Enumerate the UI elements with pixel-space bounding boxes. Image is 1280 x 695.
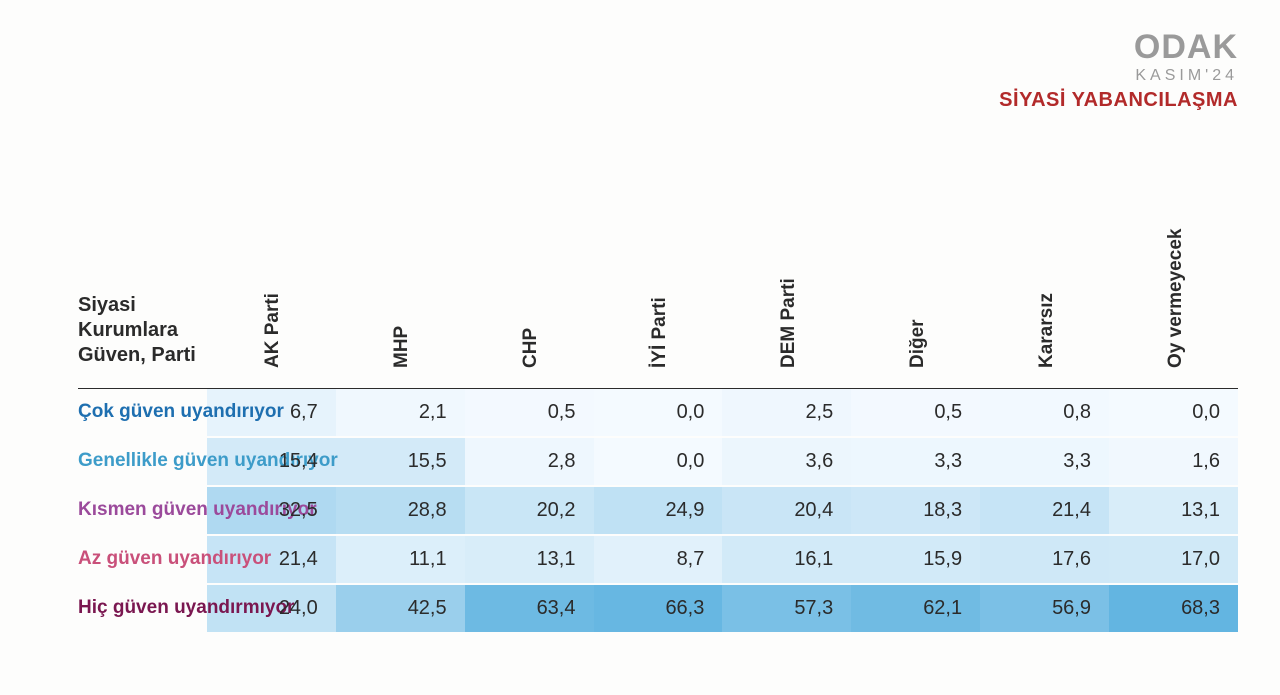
- table-cell: 20,4: [722, 486, 851, 535]
- table-cell: 20,2: [465, 486, 594, 535]
- table-cell: 2,5: [722, 388, 851, 437]
- table-cell: 0,8: [980, 388, 1109, 437]
- table-cell: 3,6: [722, 437, 851, 486]
- table-row: Kısmen güven uyandırıyor32,528,820,224,9…: [78, 486, 1238, 535]
- brand-subtitle: SİYASİ YABANCILAŞMA: [999, 90, 1238, 111]
- col-header: DEM Parti: [722, 258, 851, 388]
- table-cell: 2,8: [465, 437, 594, 486]
- table-cell: 3,3: [980, 437, 1109, 486]
- table-cell: 57,3: [722, 584, 851, 632]
- col-header-label: İYİ Parti: [649, 297, 671, 368]
- table-cell: 0,5: [465, 388, 594, 437]
- table-cell: 16,1: [722, 535, 851, 584]
- table-cell: 56,9: [980, 584, 1109, 632]
- col-header: CHP: [465, 258, 594, 388]
- col-header-label: MHP: [391, 325, 413, 367]
- col-header: MHP: [336, 258, 465, 388]
- table-row: Çok güven uyandırıyor6,72,10,50,02,50,50…: [78, 388, 1238, 437]
- col-header-label: AK Parti: [263, 293, 285, 368]
- table-cell: 17,6: [980, 535, 1109, 584]
- brand-logo: ODAK: [999, 30, 1238, 66]
- col-header: Kararsız: [980, 258, 1109, 388]
- table-cell: 3,3: [851, 437, 980, 486]
- header-row: Siyasi Kurumlara Güven, Parti AK Parti M…: [78, 258, 1238, 388]
- col-header: AK Parti: [207, 258, 336, 388]
- table-cell: 17,0: [1109, 535, 1238, 584]
- col-header-label: DEM Parti: [778, 278, 800, 368]
- col-header-label: Kararsız: [1036, 293, 1058, 368]
- table-cell: 18,3: [851, 486, 980, 535]
- row-label: Çok güven uyandırıyor: [78, 388, 207, 437]
- col-header: Diğer: [851, 258, 980, 388]
- table-cell: 2,1: [336, 388, 465, 437]
- row-label: Az güven uyandırıyor: [78, 535, 207, 584]
- table-cell: 42,5: [336, 584, 465, 632]
- table-cell: 21,4: [980, 486, 1109, 535]
- row-label: Hiç güven uyandırmıyor: [78, 584, 207, 632]
- table-cell: 66,3: [594, 584, 723, 632]
- table-cell: 28,8: [336, 486, 465, 535]
- table-cell: 0,0: [1109, 388, 1238, 437]
- brand-date: KASIM'24: [999, 68, 1238, 85]
- table-row: Hiç güven uyandırmıyor24,042,563,466,357…: [78, 584, 1238, 632]
- table-cell: 1,6: [1109, 437, 1238, 486]
- row-label: Genellikle güven uyandırıyor: [78, 437, 207, 486]
- col-header: Oy vermeyecek: [1109, 258, 1238, 388]
- col-header: İYİ Parti: [594, 258, 723, 388]
- table-row: Az güven uyandırıyor21,411,113,18,716,11…: [78, 535, 1238, 584]
- table-cell: 15,9: [851, 535, 980, 584]
- corner-label: Siyasi Kurumlara Güven, Parti: [78, 258, 207, 388]
- col-header-label: Oy vermeyecek: [1165, 228, 1187, 367]
- table-cell: 24,9: [594, 486, 723, 535]
- table-cell: 13,1: [465, 535, 594, 584]
- table-cell: 11,1: [336, 535, 465, 584]
- table-cell: 13,1: [1109, 486, 1238, 535]
- table-cell: 8,7: [594, 535, 723, 584]
- table-cell: 68,3: [1109, 584, 1238, 632]
- data-table: Siyasi Kurumlara Güven, Parti AK Parti M…: [78, 258, 1238, 632]
- col-header-label: Diğer: [907, 319, 929, 368]
- col-header-label: CHP: [520, 327, 542, 367]
- table-cell: 0,0: [594, 388, 723, 437]
- table-cell: 0,0: [594, 437, 723, 486]
- table-cell: 0,5: [851, 388, 980, 437]
- table-cell: 15,5: [336, 437, 465, 486]
- table-cell: 63,4: [465, 584, 594, 632]
- brand-block: ODAK KASIM'24 SİYASİ YABANCILAŞMA: [999, 30, 1238, 111]
- table-row: Genellikle güven uyandırıyor15,415,52,80…: [78, 437, 1238, 486]
- row-label: Kısmen güven uyandırıyor: [78, 486, 207, 535]
- table-cell: 62,1: [851, 584, 980, 632]
